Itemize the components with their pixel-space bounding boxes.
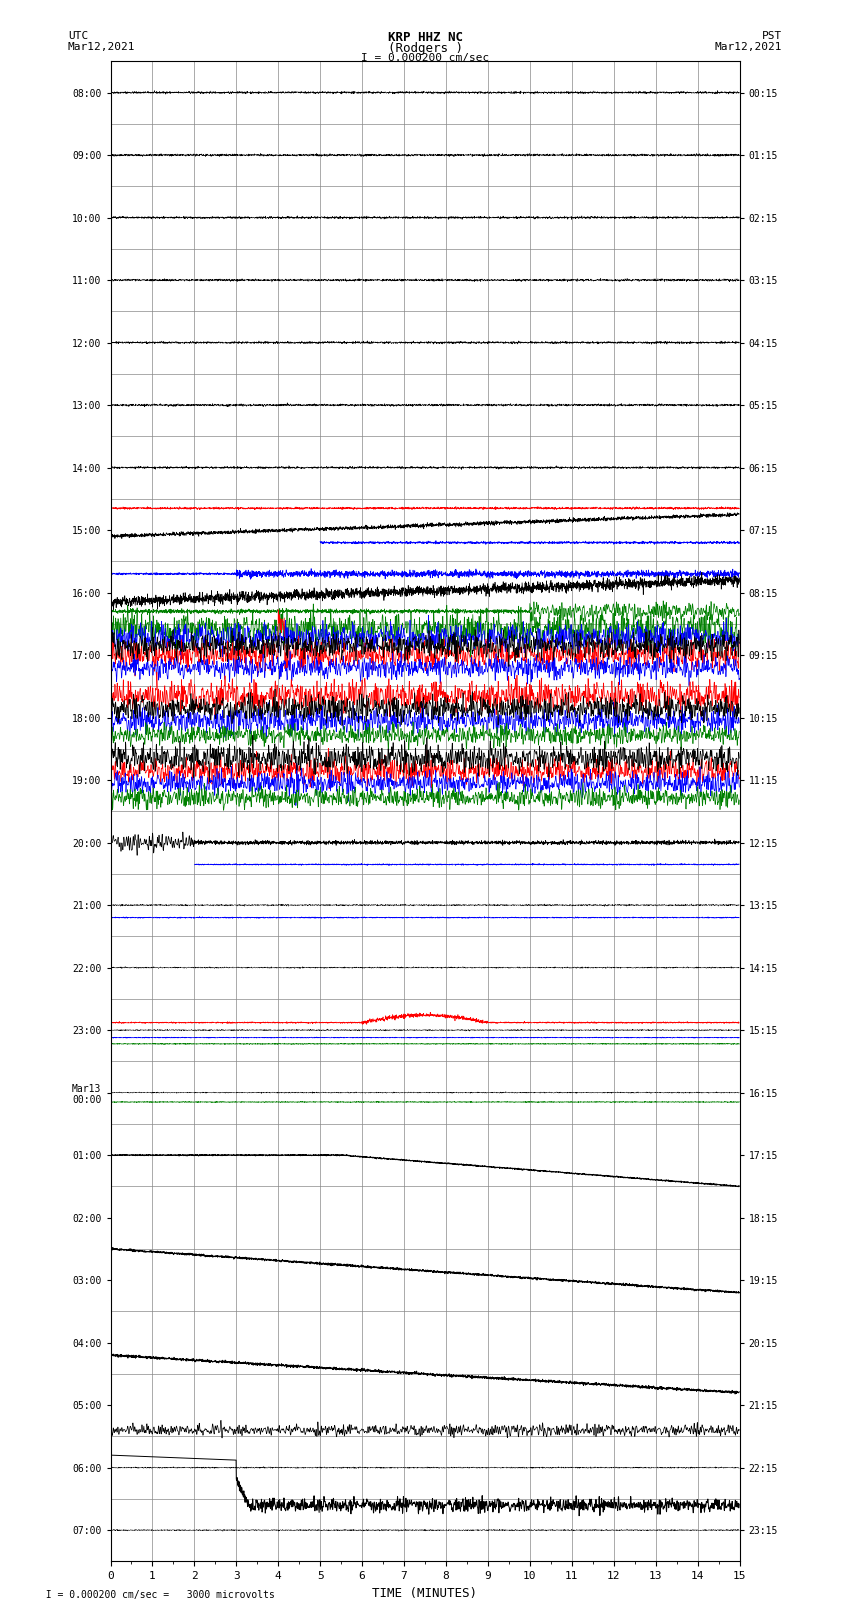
- Text: PST: PST: [762, 31, 782, 40]
- Text: UTC: UTC: [68, 31, 88, 40]
- Text: I = 0.000200 cm/sec: I = 0.000200 cm/sec: [361, 53, 489, 63]
- Text: KRP HHZ NC: KRP HHZ NC: [388, 31, 462, 44]
- X-axis label: TIME (MINUTES): TIME (MINUTES): [372, 1587, 478, 1600]
- Text: Mar12,2021: Mar12,2021: [715, 42, 782, 52]
- Text: Mar12,2021: Mar12,2021: [68, 42, 135, 52]
- Text: (Rodgers ): (Rodgers ): [388, 42, 462, 55]
- Text: I = 0.000200 cm/sec =   3000 microvolts: I = 0.000200 cm/sec = 3000 microvolts: [34, 1590, 275, 1600]
